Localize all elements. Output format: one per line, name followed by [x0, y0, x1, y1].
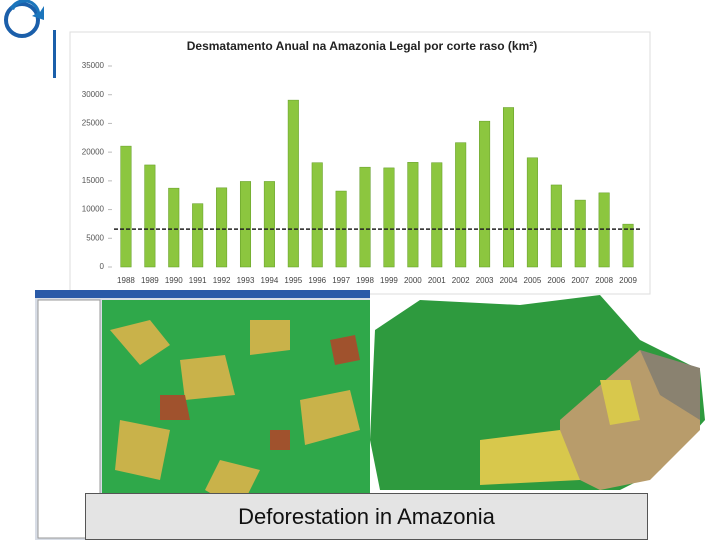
x-tick-label: 2000 — [404, 276, 422, 285]
x-tick-label: 1989 — [141, 276, 159, 285]
x-tick-label: 2002 — [452, 276, 470, 285]
bar — [120, 145, 132, 268]
y-tick-label: 5000 — [86, 233, 104, 242]
bar — [239, 181, 252, 268]
chart-title: Desmatamento Anual na Amazonia Legal por… — [187, 39, 538, 53]
bar — [263, 181, 275, 268]
x-tick-label: 1990 — [165, 276, 183, 285]
bar — [407, 162, 419, 268]
bar — [287, 99, 299, 268]
x-tick-label: 1988 — [117, 276, 135, 285]
x-tick-label: 2003 — [476, 276, 494, 285]
x-tick-label: 2001 — [428, 276, 446, 285]
x-tick-label: 1992 — [213, 276, 231, 285]
x-tick-label: 2008 — [595, 276, 613, 285]
y-tick-label: 35000 — [82, 61, 105, 70]
y-tick-label: 15000 — [82, 176, 105, 185]
y-tick-label: 25000 — [82, 119, 105, 128]
bar — [598, 192, 610, 268]
bar — [431, 162, 443, 268]
x-tick-label: 2007 — [571, 276, 589, 285]
bar — [479, 120, 491, 268]
x-tick-label: 2004 — [500, 276, 518, 285]
y-tick-label: 0 — [100, 262, 105, 271]
bar — [311, 162, 323, 268]
x-tick-label: 1991 — [189, 276, 207, 285]
bar — [550, 184, 562, 268]
bar — [192, 203, 204, 268]
bar — [216, 187, 228, 268]
x-tick-label: 1999 — [380, 276, 398, 285]
x-tick-label: 1996 — [308, 276, 326, 285]
caption: Deforestation in Amazonia — [85, 493, 648, 540]
logo — [4, 0, 44, 38]
bar — [359, 166, 371, 268]
x-tick-label: 1998 — [356, 276, 374, 285]
accent-bar — [53, 30, 56, 78]
x-tick-label: 1995 — [284, 276, 302, 285]
bar — [574, 199, 586, 268]
bar — [335, 190, 347, 268]
y-tick-label: 10000 — [82, 205, 105, 214]
bar — [455, 142, 467, 268]
deforestation-map — [370, 295, 705, 490]
y-tick-label: 20000 — [82, 147, 105, 156]
y-tick-label: 30000 — [82, 90, 105, 99]
bar — [144, 164, 156, 268]
x-tick-label: 2006 — [547, 276, 565, 285]
x-tick-label: 1997 — [332, 276, 350, 285]
bar — [526, 157, 538, 268]
bar — [168, 187, 180, 268]
x-tick-label: 1994 — [261, 276, 279, 285]
x-tick-label: 2005 — [524, 276, 542, 285]
bar — [383, 167, 395, 268]
bar — [502, 107, 515, 268]
x-tick-label: 1993 — [237, 276, 255, 285]
x-tick-label: 2009 — [619, 276, 637, 285]
bar — [622, 223, 634, 268]
